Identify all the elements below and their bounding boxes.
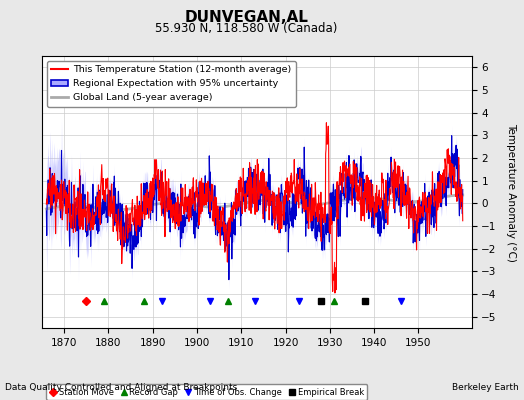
Text: Berkeley Earth: Berkeley Earth <box>452 383 519 392</box>
Y-axis label: Temperature Anomaly (°C): Temperature Anomaly (°C) <box>506 122 516 262</box>
Legend: Station Move, Record Gap, Time of Obs. Change, Empirical Break: Station Move, Record Gap, Time of Obs. C… <box>46 384 367 400</box>
Text: Data Quality Controlled and Aligned at Breakpoints: Data Quality Controlled and Aligned at B… <box>5 383 237 392</box>
Text: DUNVEGAN,AL: DUNVEGAN,AL <box>184 10 308 25</box>
Text: 55.930 N, 118.580 W (Canada): 55.930 N, 118.580 W (Canada) <box>155 22 337 35</box>
